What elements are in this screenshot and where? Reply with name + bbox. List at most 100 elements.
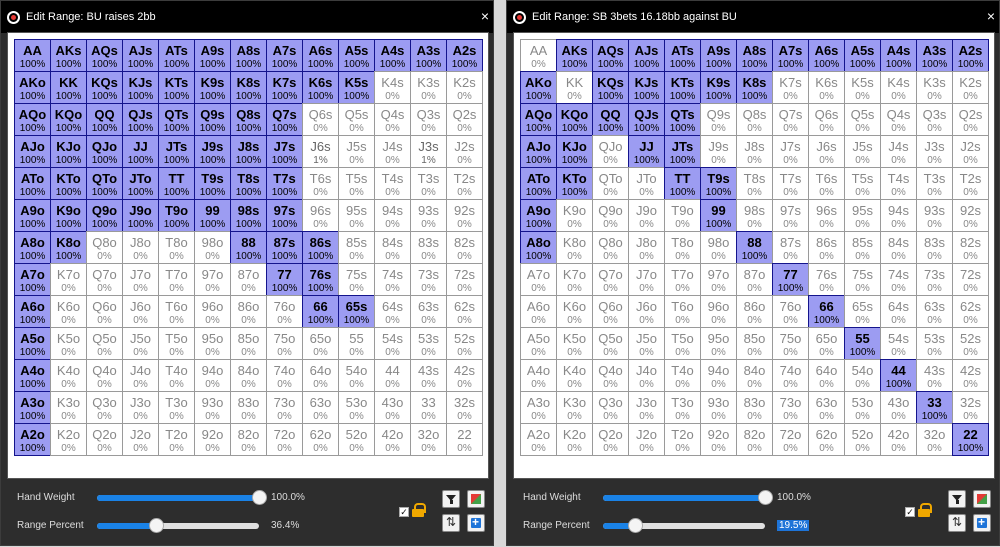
hand-cell-53s[interactable]: 53s 0% <box>916 327 953 360</box>
hand-cell-T9o[interactable]: T9o 100% <box>158 199 195 232</box>
hand-cell-T8s[interactable]: T8s 0% <box>736 167 773 200</box>
hand-cell-93o[interactable]: 93o 0% <box>194 391 231 424</box>
hand-cell-AA[interactable]: AA 100% <box>14 39 51 72</box>
hand-cell-85o[interactable]: 85o 0% <box>736 327 773 360</box>
hand-cell-65o[interactable]: 65o 0% <box>808 327 845 360</box>
hand-cell-T5s[interactable]: T5s 0% <box>844 167 881 200</box>
swap-icon[interactable] <box>442 514 460 532</box>
hand-cell-TT[interactable]: TT 100% <box>664 167 701 200</box>
hand-cell-52s[interactable]: 52s 0% <box>446 327 483 360</box>
hand-cell-J2o[interactable]: J2o 0% <box>628 423 665 456</box>
hand-cell-J9s[interactable]: J9s 100% <box>194 135 231 168</box>
hand-cell-83s[interactable]: 83s 0% <box>916 231 953 264</box>
hand-cell-T8o[interactable]: T8o 0% <box>664 231 701 264</box>
range-percent-slider[interactable] <box>97 518 259 533</box>
hand-cell-72s[interactable]: 72s 0% <box>952 263 989 296</box>
hand-cell-T2s[interactable]: T2s 0% <box>952 167 989 200</box>
hand-cell-64o[interactable]: 64o 0% <box>808 359 845 392</box>
hand-cell-T4o[interactable]: T4o 0% <box>158 359 195 392</box>
hand-cell-65s[interactable]: 65s 100% <box>338 295 375 328</box>
hand-cell-Q2s[interactable]: Q2s 0% <box>446 103 483 136</box>
hand-cell-T4s[interactable]: T4s 0% <box>880 167 917 200</box>
hand-cell-KQo[interactable]: KQo 100% <box>50 103 87 136</box>
hand-cell-97o[interactable]: 97o 0% <box>700 263 737 296</box>
hand-cell-A5o[interactable]: A5o 100% <box>14 327 51 360</box>
hand-cell-JJ[interactable]: JJ 100% <box>628 135 665 168</box>
hand-cell-32o[interactable]: 32o 0% <box>410 423 447 456</box>
hand-cell-K9s[interactable]: K9s 100% <box>700 71 737 104</box>
hand-cell-64o[interactable]: 64o 0% <box>302 359 339 392</box>
hand-cell-43s[interactable]: 43s 0% <box>916 359 953 392</box>
hand-cell-J9o[interactable]: J9o 0% <box>628 199 665 232</box>
hand-cell-95s[interactable]: 95s 0% <box>844 199 881 232</box>
hand-cell-K7s[interactable]: K7s 0% <box>772 71 809 104</box>
hand-cell-KJo[interactable]: KJo 100% <box>50 135 87 168</box>
hand-cell-97o[interactable]: 97o 0% <box>194 263 231 296</box>
hand-cell-Q9o[interactable]: Q9o 0% <box>592 199 629 232</box>
hand-cell-AJs[interactable]: AJs 100% <box>122 39 159 72</box>
hand-cell-A9s[interactable]: A9s 100% <box>194 39 231 72</box>
hand-cell-K6o[interactable]: K6o 0% <box>50 295 87 328</box>
hand-cell-J2s[interactable]: J2s 0% <box>952 135 989 168</box>
hand-cell-J2s[interactable]: J2s 0% <box>446 135 483 168</box>
hand-cell-92o[interactable]: 92o 0% <box>194 423 231 456</box>
hand-cell-A4s[interactable]: A4s 100% <box>880 39 917 72</box>
hand-cell-87s[interactable]: 87s 0% <box>772 231 809 264</box>
hand-cell-K4o[interactable]: K4o 0% <box>50 359 87 392</box>
hand-cell-Q3s[interactable]: Q3s 0% <box>916 103 953 136</box>
hand-cell-72o[interactable]: 72o 0% <box>266 423 303 456</box>
hand-cell-J5s[interactable]: J5s 0% <box>844 135 881 168</box>
hand-cell-KJo[interactable]: KJo 100% <box>556 135 593 168</box>
hand-cell-85o[interactable]: 85o 0% <box>230 327 267 360</box>
hand-cell-J7o[interactable]: J7o 0% <box>122 263 159 296</box>
slider-knob[interactable] <box>252 490 267 505</box>
hand-cell-Q4o[interactable]: Q4o 0% <box>86 359 123 392</box>
hand-cell-J7s[interactable]: J7s 100% <box>266 135 303 168</box>
hand-cell-A3s[interactable]: A3s 100% <box>410 39 447 72</box>
hand-cell-54s[interactable]: 54s 0% <box>880 327 917 360</box>
hand-cell-Q7o[interactable]: Q7o 0% <box>86 263 123 296</box>
hand-cell-54o[interactable]: 54o 0% <box>338 359 375 392</box>
slider-knob[interactable] <box>758 490 773 505</box>
hand-cell-82s[interactable]: 82s 0% <box>952 231 989 264</box>
hand-cell-33[interactable]: 33 100% <box>916 391 953 424</box>
hand-cell-K3o[interactable]: K3o 0% <box>50 391 87 424</box>
hand-cell-32s[interactable]: 32s 0% <box>446 391 483 424</box>
hand-cell-22[interactable]: 22 100% <box>952 423 989 456</box>
hand-cell-99[interactable]: 99 100% <box>700 199 737 232</box>
hand-cell-J5s[interactable]: J5s 0% <box>338 135 375 168</box>
hand-cell-96s[interactable]: 96s 0% <box>808 199 845 232</box>
hand-cell-AKs[interactable]: AKs 100% <box>556 39 593 72</box>
filter-icon[interactable] <box>948 490 966 508</box>
hand-cell-TT[interactable]: TT 100% <box>158 167 195 200</box>
hand-cell-62o[interactable]: 62o 0% <box>808 423 845 456</box>
hand-cell-22[interactable]: 22 0% <box>446 423 483 456</box>
hand-cell-KQs[interactable]: KQs 100% <box>592 71 629 104</box>
hand-cell-K9o[interactable]: K9o 0% <box>556 199 593 232</box>
hand-cell-T3s[interactable]: T3s 0% <box>410 167 447 200</box>
hand-cell-42o[interactable]: 42o 0% <box>374 423 411 456</box>
hand-cell-76s[interactable]: 76s 100% <box>302 263 339 296</box>
hand-cell-Q9s[interactable]: Q9s 0% <box>700 103 737 136</box>
hand-cell-K3s[interactable]: K3s 0% <box>916 71 953 104</box>
hand-cell-65s[interactable]: 65s 0% <box>844 295 881 328</box>
hand-cell-AJo[interactable]: AJo 100% <box>520 135 557 168</box>
hand-cell-73o[interactable]: 73o 0% <box>772 391 809 424</box>
hand-cell-A7o[interactable]: A7o 0% <box>520 263 557 296</box>
hand-cell-J4s[interactable]: J4s 0% <box>880 135 917 168</box>
hand-cell-K7o[interactable]: K7o 0% <box>556 263 593 296</box>
hand-cell-Q5s[interactable]: Q5s 0% <box>844 103 881 136</box>
hand-cell-J2o[interactable]: J2o 0% <box>122 423 159 456</box>
hand-cell-K8s[interactable]: K8s 100% <box>736 71 773 104</box>
hand-cell-J9o[interactable]: J9o 100% <box>122 199 159 232</box>
lock-checkbox[interactable]: ✓ <box>905 507 915 517</box>
hand-cell-82s[interactable]: 82s 0% <box>446 231 483 264</box>
hand-cell-A4s[interactable]: A4s 100% <box>374 39 411 72</box>
slider-knob[interactable] <box>627 518 643 533</box>
hand-cell-A8s[interactable]: A8s 100% <box>736 39 773 72</box>
hand-cell-Q6s[interactable]: Q6s 0% <box>302 103 339 136</box>
hand-cell-53o[interactable]: 53o 0% <box>844 391 881 424</box>
hand-cell-53s[interactable]: 53s 0% <box>410 327 447 360</box>
hand-cell-T5s[interactable]: T5s 0% <box>338 167 375 200</box>
hand-cell-J6s[interactable]: J6s 0% <box>808 135 845 168</box>
